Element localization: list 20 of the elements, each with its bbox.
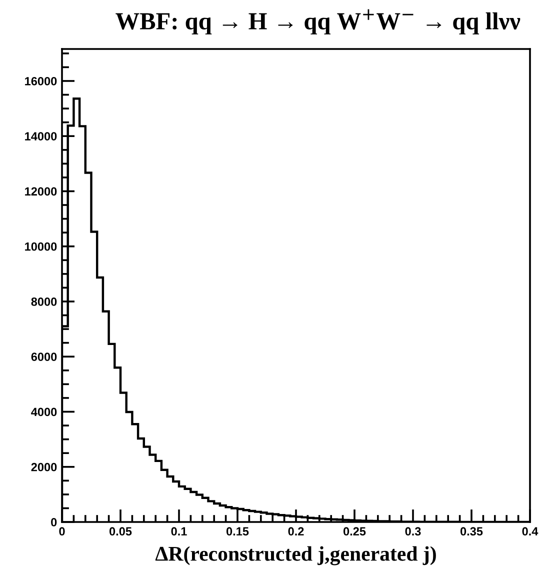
y-tick-label: 14000 xyxy=(25,132,57,140)
x-tick-label: 0.05 xyxy=(109,527,132,536)
x-tick-label: 0.2 xyxy=(288,527,304,536)
y-tick-label: 4000 xyxy=(31,408,57,416)
x-tick-label: 0.15 xyxy=(226,527,249,536)
chart-title: WBF: qq → H → qq W$^{+}$W$^{−}$ → qq llνν xyxy=(116,9,520,34)
y-tick-label: 2000 xyxy=(31,462,57,472)
y-tick-label: 8000 xyxy=(31,298,57,306)
x-tick-label: 0.25 xyxy=(343,527,366,536)
y-tick-label: 0 xyxy=(51,518,57,526)
x-tick-label: 0.35 xyxy=(460,527,483,536)
x-tick-label: 0.3 xyxy=(405,527,421,536)
y-tick-label: 6000 xyxy=(31,352,57,362)
x-axis-title: ΔR(reconstructed j,generated j) xyxy=(155,546,436,566)
x-tick-label: 0.4 xyxy=(522,527,538,536)
y-tick-label: 10000 xyxy=(25,242,57,251)
x-tick-label: 0.1 xyxy=(171,527,187,536)
y-tick-label: 16000 xyxy=(25,77,57,86)
y-tick-label: 12000 xyxy=(25,187,57,196)
x-tick-label: 0 xyxy=(59,527,65,536)
